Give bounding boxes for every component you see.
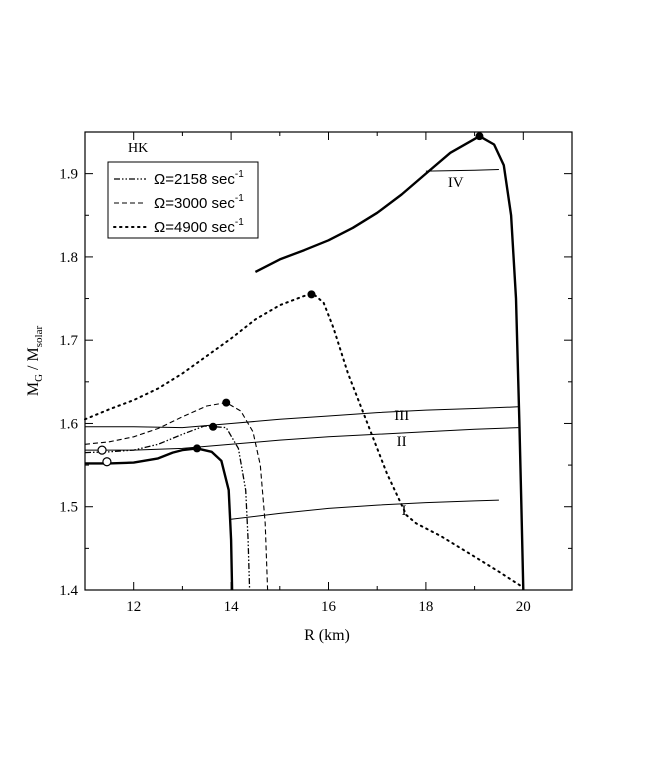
x-tick-label: 20 (516, 599, 531, 615)
max-mass-marker (307, 290, 316, 299)
x-tick-label: 16 (321, 599, 337, 615)
markers (97, 132, 484, 467)
legend-entry-3000: Ω=3000 sec-1 (154, 193, 244, 212)
legend-label-3000: Ω=3000 sec (154, 195, 235, 212)
x-tick-label: 14 (224, 599, 240, 615)
curve-label-iii: III (394, 408, 409, 424)
curves (84, 135, 525, 591)
y-tick-label: 1.6 (59, 416, 78, 432)
series-line-6 (85, 427, 519, 451)
y-axis-label-sub-g: G (33, 374, 45, 382)
y-axis-label-sub-solar: solar (33, 326, 45, 348)
max-mass-marker (193, 444, 202, 453)
legend-sup-3000: -1 (235, 193, 244, 204)
legend-label-2158: Ω=2158 sec (154, 171, 235, 188)
series-line-2 (84, 402, 269, 591)
x-tick-label: 18 (418, 599, 433, 615)
legend-sup-2158: -1 (235, 169, 244, 180)
series-line-7 (85, 406, 519, 429)
axis-ticks: 12 14 16 18 20 1.4 1.5 1.6 1.7 1.8 1.9 (59, 132, 573, 615)
open-circle-marker (97, 445, 107, 455)
y-axis-label-text: MG / Msolar (25, 326, 45, 397)
series-line-0 (85, 447, 234, 591)
legend-title: HK (128, 141, 148, 156)
legend-label-4900: Ω=4900 sec (154, 219, 235, 236)
y-tick-label: 1.9 (59, 167, 78, 183)
legend-entry-4900: Ω=4900 sec-1 (154, 217, 244, 236)
open-circle-marker (102, 457, 112, 467)
y-tick-label: 1.7 (59, 333, 78, 349)
x-tick-label: 12 (126, 599, 141, 615)
legend-entry-2158: Ω=2158 sec-1 (154, 169, 244, 188)
curve-label-iv: IV (448, 175, 464, 191)
max-mass-marker (475, 132, 484, 141)
series-line-5 (231, 499, 499, 520)
y-axis-label: MG / Msolar (25, 326, 45, 397)
legend-box (107, 161, 259, 239)
curve-label-i: I (402, 503, 407, 519)
series-line-4 (254, 135, 525, 591)
y-tick-label: 1.8 (59, 250, 78, 266)
y-axis-label-slash: / M (25, 347, 42, 374)
y-axis-label-main: M (25, 382, 42, 396)
curve-label-ii: II (397, 434, 407, 450)
legend-sup-4900: -1 (235, 217, 244, 228)
x-axis-label: R (km) (304, 627, 350, 644)
series-line-8 (425, 169, 499, 172)
y-tick-label: 1.5 (59, 500, 78, 516)
series-line-3 (84, 293, 525, 589)
max-mass-marker (222, 398, 231, 407)
y-tick-label: 1.4 (59, 583, 78, 599)
legend: HK Ω=2158 sec-1 Ω=3000 sec-1 Ω=4900 sec-… (107, 141, 259, 239)
max-mass-marker (209, 422, 218, 431)
